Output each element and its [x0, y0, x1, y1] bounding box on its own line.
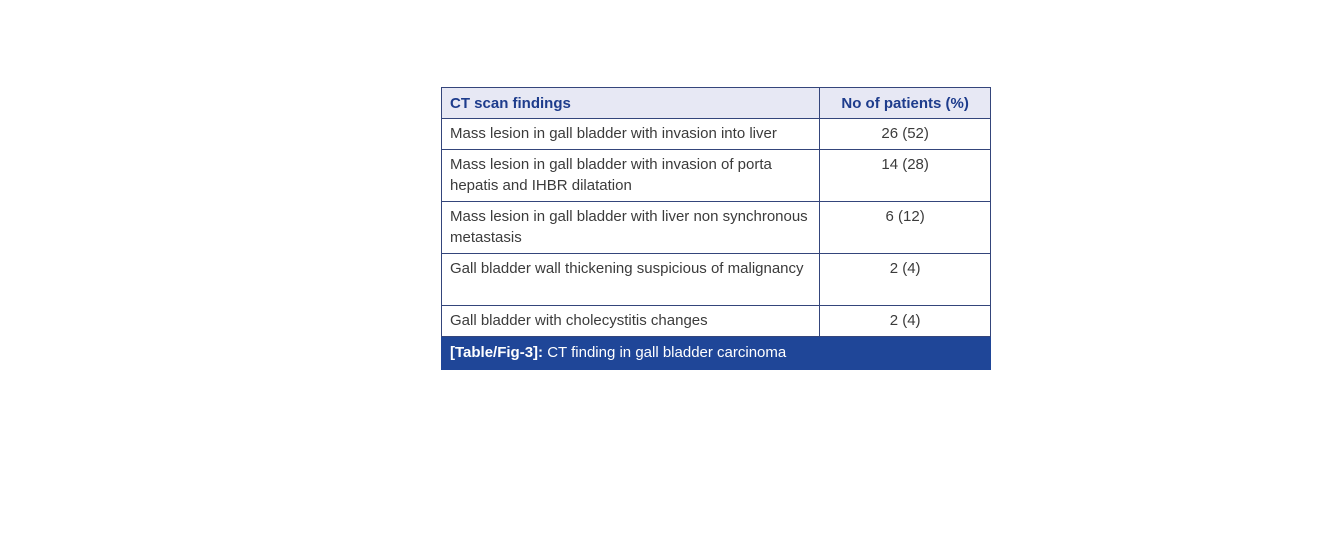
- table-caption-row: [Table/Fig-3]: CT finding in gall bladde…: [441, 336, 991, 370]
- finding-cell: Mass lesion in gall bladder with invasio…: [440, 149, 821, 202]
- table-row: Mass lesion in gall bladder with liver n…: [440, 201, 991, 254]
- finding-cell: Mass lesion in gall bladder with liver n…: [440, 201, 821, 254]
- table-header-row: CT scan findings No of patients (%): [440, 87, 991, 119]
- caption-text: CT finding in gall bladder carcinoma: [543, 344, 787, 361]
- value-cell: 14 (28): [819, 149, 991, 202]
- table-row: Mass lesion in gall bladder with invasio…: [440, 149, 991, 202]
- value-cell: 2 (4): [819, 305, 991, 337]
- column-header-patients: No of patients (%): [819, 87, 991, 119]
- finding-cell: Gall bladder with cholecystitis changes: [440, 305, 821, 337]
- column-header-findings: CT scan findings: [440, 87, 821, 119]
- table-row: Gall bladder wall thickening suspicious …: [440, 253, 991, 306]
- table-caption: [Table/Fig-3]: CT finding in gall bladde…: [441, 336, 991, 370]
- ct-findings-table: CT scan findings No of patients (%) Mass…: [440, 87, 991, 370]
- value-cell: 6 (12): [819, 201, 991, 254]
- finding-cell: Gall bladder wall thickening suspicious …: [440, 253, 821, 306]
- value-cell: 2 (4): [819, 253, 991, 306]
- finding-cell: Mass lesion in gall bladder with invasio…: [440, 118, 821, 150]
- caption-label: [Table/Fig-3]:: [450, 344, 544, 361]
- table-row: Gall bladder with cholecystitis changes …: [440, 305, 991, 337]
- value-cell: 26 (52): [819, 118, 991, 150]
- table-row: Mass lesion in gall bladder with invasio…: [440, 118, 991, 150]
